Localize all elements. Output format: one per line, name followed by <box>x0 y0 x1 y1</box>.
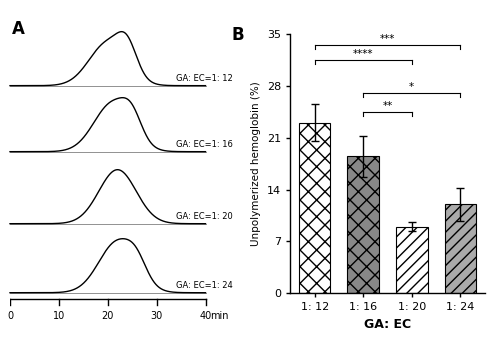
Bar <box>396 227 428 293</box>
Text: GA: EC=1: 12: GA: EC=1: 12 <box>176 74 233 83</box>
Bar <box>299 123 330 293</box>
Text: GA: EC=1: 20: GA: EC=1: 20 <box>176 212 233 221</box>
Text: GA: EC=1: 16: GA: EC=1: 16 <box>176 140 233 149</box>
Text: GA: EC=1: 24: GA: EC=1: 24 <box>176 281 233 290</box>
Text: min: min <box>210 311 229 321</box>
Text: B: B <box>232 26 244 44</box>
Text: 40: 40 <box>200 311 211 321</box>
Text: 10: 10 <box>53 311 65 321</box>
Text: ****: **** <box>353 49 374 59</box>
Y-axis label: Unpolymerized hemoglobin (%): Unpolymerized hemoglobin (%) <box>251 81 261 246</box>
Text: 20: 20 <box>102 311 114 321</box>
X-axis label: GA: EC: GA: EC <box>364 318 411 331</box>
Text: *: * <box>409 82 414 92</box>
Text: 0: 0 <box>7 311 13 321</box>
Bar <box>444 204 476 293</box>
Bar <box>348 156 379 293</box>
Text: 30: 30 <box>150 311 163 321</box>
Text: A: A <box>12 20 25 38</box>
Text: ***: *** <box>380 34 395 44</box>
Text: **: ** <box>382 101 392 111</box>
